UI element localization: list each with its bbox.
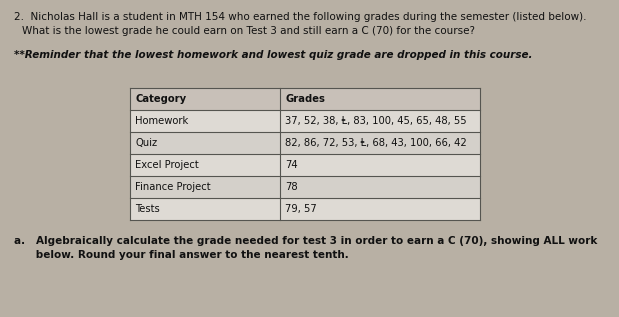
Text: Category: Category bbox=[135, 94, 186, 104]
Text: Finance Project: Finance Project bbox=[135, 182, 210, 192]
Text: 79, 57: 79, 57 bbox=[285, 204, 317, 214]
Bar bbox=[130, 198, 480, 220]
Text: below. Round your final answer to the nearest tenth.: below. Round your final answer to the ne… bbox=[14, 250, 348, 260]
Text: Grades: Grades bbox=[285, 94, 325, 104]
Text: a.   Algebraically calculate the grade needed for test 3 in order to earn a C (7: a. Algebraically calculate the grade nee… bbox=[14, 236, 597, 246]
Bar bbox=[130, 110, 480, 132]
Text: What is the lowest grade he could earn on Test 3 and still earn a C (70) for the: What is the lowest grade he could earn o… bbox=[22, 26, 475, 36]
Text: Quiz: Quiz bbox=[135, 138, 157, 148]
Text: Homework: Homework bbox=[135, 116, 188, 126]
Text: 37, 52, 38, Ⱡ, 83, 100, 45, 65, 48, 55: 37, 52, 38, Ⱡ, 83, 100, 45, 65, 48, 55 bbox=[285, 116, 467, 126]
Bar bbox=[130, 88, 480, 110]
Text: **Reminder that the lowest homework and lowest quiz grade are dropped in this co: **Reminder that the lowest homework and … bbox=[14, 50, 532, 60]
Text: 2.  Nicholas Hall is a student in MTH 154 who earned the following grades during: 2. Nicholas Hall is a student in MTH 154… bbox=[14, 12, 586, 22]
Bar bbox=[130, 154, 480, 176]
Text: 78: 78 bbox=[285, 182, 298, 192]
Text: 74: 74 bbox=[285, 160, 298, 170]
Text: 82, 86, 72, 53, Ⱡ, 68, 43, 100, 66, 42: 82, 86, 72, 53, Ⱡ, 68, 43, 100, 66, 42 bbox=[285, 138, 467, 148]
Text: Tests: Tests bbox=[135, 204, 160, 214]
Text: Excel Project: Excel Project bbox=[135, 160, 199, 170]
Bar bbox=[130, 176, 480, 198]
Bar bbox=[130, 132, 480, 154]
